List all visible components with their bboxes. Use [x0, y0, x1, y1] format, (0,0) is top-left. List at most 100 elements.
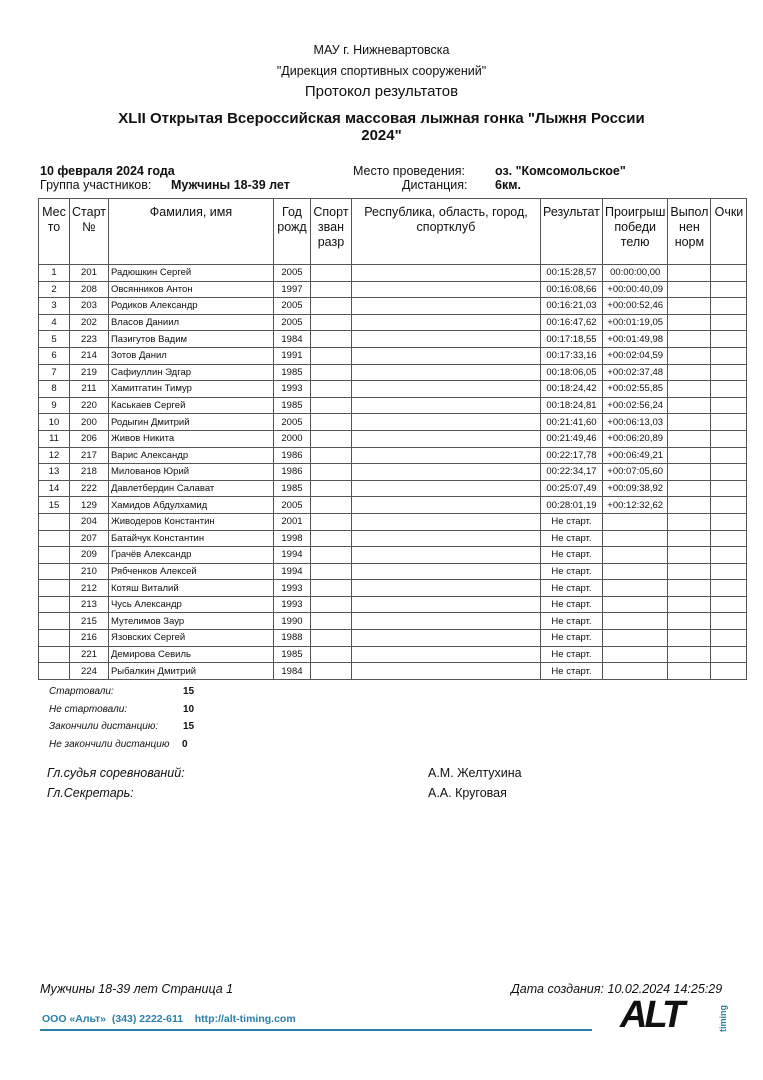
cell-bib: 218 [69, 463, 109, 481]
cell-result: 00:18:24,42 [539, 380, 603, 398]
cell-points [710, 446, 748, 465]
cell-birth-year: 1993 [272, 595, 311, 614]
cell-bib: 206 [69, 429, 109, 448]
cell-place [38, 529, 70, 548]
cell-points [710, 264, 748, 282]
cell-birth-year: 1991 [272, 346, 311, 365]
cell-result: 00:17:18,55 [539, 330, 603, 348]
table-row: 210 Рябченков Алексей 1994 Не старт. [38, 562, 748, 581]
alt-logo-sub: timing [718, 1005, 728, 1032]
official-role: Гл.Секретарь: [47, 786, 134, 800]
official-name: А.А. Круговая [428, 786, 507, 800]
cell-birth-year: 1997 [272, 280, 311, 299]
cell-bib: 214 [69, 346, 109, 365]
cell-result: 00:18:24,81 [539, 396, 603, 415]
table-row: 4 202 Власов Даниил 2005 00:16:47,62 +00:01:1… [38, 313, 748, 332]
cell-result: 00:25:07,49 [539, 479, 603, 498]
table-row: 3 203 Родиков Александр 2005 00:16:21,03 +00:… [38, 297, 748, 315]
cell-norm [667, 512, 712, 531]
cell-place: 4 [38, 313, 70, 332]
cell-place: 6 [38, 346, 70, 365]
table-row: 14 222 Давлетбердин Салават 1985 00:25:07,49… [38, 479, 748, 498]
cell-rank [309, 446, 352, 465]
cell-place: 13 [38, 463, 70, 481]
cell-place: 3 [38, 297, 70, 315]
cell-region [350, 463, 541, 481]
cell-name: Сафиуллин Эдгар [107, 363, 274, 382]
table-row: 2 208 Овсянников Антон 1997 00:16:08,66 +00:0… [38, 280, 748, 299]
cell-points [710, 413, 748, 431]
cell-norm [667, 612, 712, 631]
official-name: А.М. Желтухина [428, 766, 522, 780]
cell-result: Не старт. [539, 662, 603, 680]
cell-name: Варис Александр [107, 446, 274, 465]
table-row: 213 Чусь Александр 1993 Не старт. [38, 595, 748, 614]
cell-name: Овсянников Антон [107, 280, 274, 299]
cell-region [350, 595, 541, 614]
cell-region [350, 629, 541, 647]
cell-points [710, 330, 748, 348]
cell-gap [601, 562, 669, 581]
cell-bib: 215 [69, 612, 109, 631]
cell-region [350, 264, 541, 282]
cell-gap: +00:06:13,03 [601, 413, 669, 431]
cell-birth-year: 2005 [272, 264, 311, 282]
company-info: ООО «Альт» (343) 2222-611 http://alt-tim… [42, 1013, 296, 1025]
stat-value: 0 [182, 738, 188, 750]
cell-bib: 211 [69, 380, 109, 398]
cell-rank [309, 463, 352, 481]
column-header-name: Фамилия, имя [107, 198, 274, 265]
event-title-line2: 2024" [361, 127, 402, 144]
stat-label: Не закончили дистанцию [49, 738, 170, 750]
cell-result: Не старт. [539, 512, 603, 531]
cell-birth-year: 1993 [272, 579, 311, 597]
results-table: Мес то Старт № Фамилия, имя Год рожд Спорт з… [38, 198, 748, 680]
org-name: МАУ г. Нижневартовска [313, 43, 450, 57]
cell-result: Не старт. [539, 595, 603, 614]
table-row: 209 Грачёв Александр 1994 Не старт. [38, 546, 748, 564]
cell-rank [309, 662, 352, 680]
cell-points [710, 612, 748, 631]
table-row: 204 Живодеров Константин 2001 Не старт. [38, 512, 748, 531]
cell-result: Не старт. [539, 612, 603, 631]
cell-birth-year: 1986 [272, 446, 311, 465]
cell-gap [601, 629, 669, 647]
cell-place [38, 629, 70, 647]
cell-gap: +00:06:49,21 [601, 446, 669, 465]
cell-name: Родыгин Дмитрий [107, 413, 274, 431]
cell-gap: +00:01:49,98 [601, 330, 669, 348]
cell-result: 00:21:41,60 [539, 413, 603, 431]
cell-points [710, 396, 748, 415]
cell-norm [667, 313, 712, 332]
cell-name: Милованов Юрий [107, 463, 274, 481]
cell-name: Каськаев Сергей [107, 396, 274, 415]
cell-region [350, 546, 541, 564]
cell-result: Не старт. [539, 645, 603, 664]
cell-result: 00:16:08,66 [539, 280, 603, 299]
cell-birth-year: 1984 [272, 330, 311, 348]
cell-region [350, 662, 541, 680]
cell-points [710, 496, 748, 514]
alt-logo: ALT [620, 994, 685, 1036]
cell-result: Не старт. [539, 629, 603, 647]
cell-points [710, 380, 748, 398]
cell-rank [309, 562, 352, 581]
cell-birth-year: 2001 [272, 512, 311, 531]
cell-region [350, 496, 541, 514]
column-header-norm: Выпол нен норм [667, 198, 712, 265]
cell-bib: 217 [69, 446, 109, 465]
cell-bib: 201 [69, 264, 109, 282]
cell-birth-year: 1985 [272, 479, 311, 498]
cell-place: 14 [38, 479, 70, 498]
cell-birth-year: 1994 [272, 562, 311, 581]
cell-region [350, 579, 541, 597]
cell-gap: +00:00:40,09 [601, 280, 669, 299]
cell-region [350, 396, 541, 415]
cell-bib: 129 [69, 496, 109, 514]
cell-gap [601, 579, 669, 597]
cell-region [350, 380, 541, 398]
column-header-rank: Спорт зван разр [309, 198, 352, 265]
column-header-region: Республика, область, город, спортклуб [350, 198, 541, 265]
cell-result: 00:28:01,19 [539, 496, 603, 514]
cell-norm [667, 264, 712, 282]
